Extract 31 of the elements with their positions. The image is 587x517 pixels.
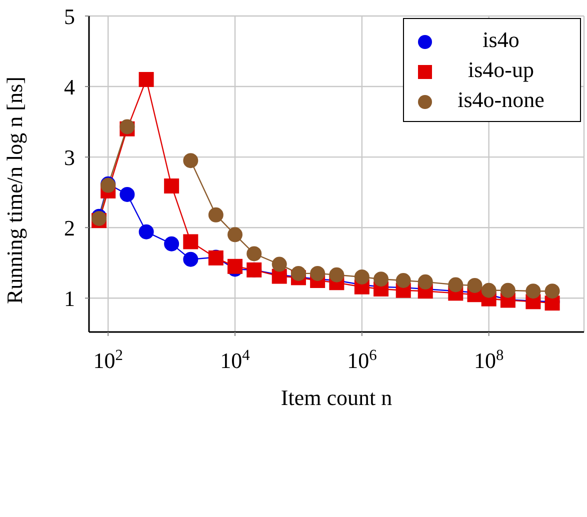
y-tick-label: 3: [64, 145, 75, 170]
point: [120, 186, 135, 202]
point: [228, 227, 243, 242]
point: [418, 274, 433, 290]
point: [310, 266, 326, 281]
legend-label: is4o: [482, 26, 520, 54]
point: [544, 284, 560, 299]
point: [164, 236, 180, 252]
point: [246, 246, 262, 262]
y-tick-label: 4: [64, 74, 75, 100]
point: [164, 178, 180, 194]
point: [481, 282, 496, 298]
point: [183, 153, 198, 168]
y-tick-label: 1: [64, 286, 75, 312]
y-tick-label: 2: [64, 216, 75, 241]
point: [290, 266, 306, 281]
x-tick-label: 10$^{8}$: [474, 346, 504, 373]
point: [228, 258, 243, 274]
legend-label: is4o-none: [456, 86, 546, 114]
y-tick-label: 5: [64, 4, 75, 29]
y-axis-title: Running time/n log n [ns]: [2, 76, 27, 304]
x-tick-label: 10$^{6}$: [347, 346, 378, 373]
x-axis-title: Item count n: [280, 385, 392, 410]
point: [396, 273, 411, 288]
legend-label: is4o-up: [467, 56, 535, 84]
point: [374, 272, 389, 287]
x-tick-label: 10$^{4}$: [220, 346, 250, 373]
point: [354, 269, 370, 284]
point: [183, 252, 198, 267]
x-tick-label: 10$^{2}$: [93, 346, 123, 373]
point: [183, 234, 198, 250]
